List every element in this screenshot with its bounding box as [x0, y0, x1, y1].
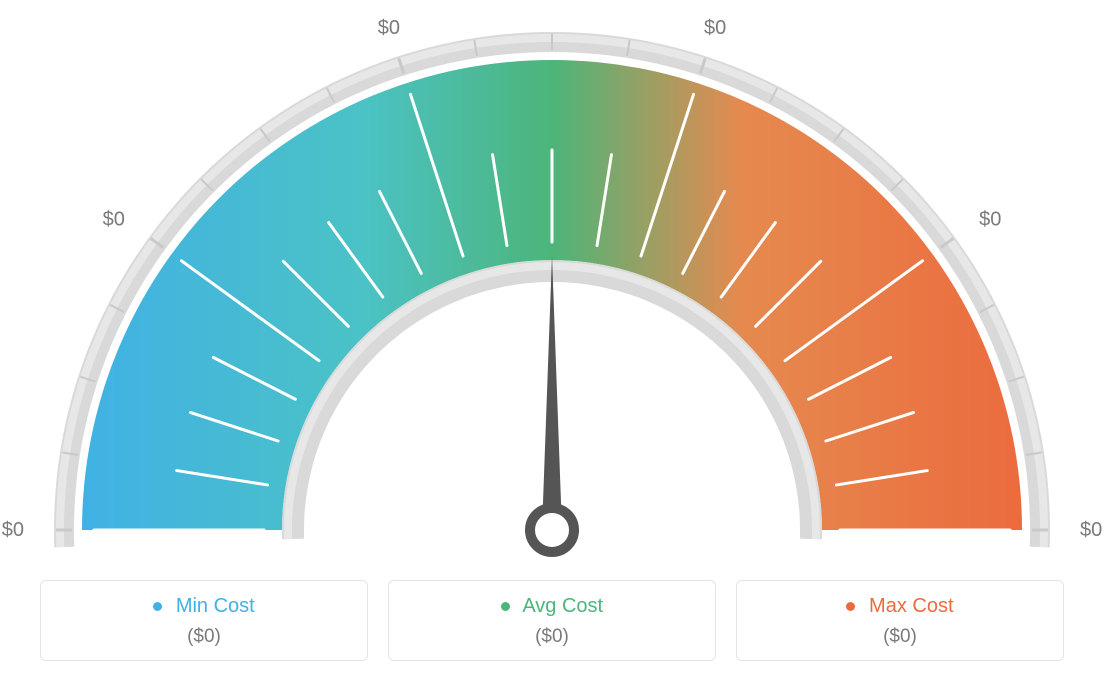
- legend-min: Min Cost ($0): [40, 580, 368, 661]
- dot-icon: [501, 602, 510, 611]
- legend-max-text: Max Cost: [869, 595, 953, 617]
- svg-text:$0: $0: [2, 519, 24, 541]
- legend-max-label: Max Cost: [747, 595, 1053, 618]
- dot-icon: [846, 602, 855, 611]
- legend-avg-value: ($0): [399, 626, 705, 648]
- legend-max-value: ($0): [747, 626, 1053, 648]
- legend-min-label: Min Cost: [51, 595, 357, 618]
- legend-min-value: ($0): [51, 626, 357, 648]
- svg-text:$0: $0: [1080, 519, 1102, 541]
- legend-avg-text: Avg Cost: [522, 595, 603, 617]
- svg-text:$0: $0: [378, 17, 400, 39]
- legend-avg: Avg Cost ($0): [388, 580, 716, 661]
- gauge-chart: $0 $0 $0 $0 $0 $0: [0, 0, 1104, 560]
- legend-max: Max Cost ($0): [736, 580, 1064, 661]
- svg-text:$0: $0: [103, 209, 125, 231]
- svg-text:$0: $0: [704, 17, 726, 39]
- legend-avg-label: Avg Cost: [399, 595, 705, 618]
- legend-min-text: Min Cost: [176, 595, 255, 617]
- cost-gauge-widget: $0 $0 $0 $0 $0 $0 Min Cost ($0) Avg Cost ($0)…: [0, 0, 1104, 690]
- legend-row: Min Cost ($0) Avg Cost ($0) Max Cost ($0…: [40, 580, 1064, 661]
- svg-text:$0: $0: [979, 209, 1001, 231]
- dot-icon: [153, 602, 162, 611]
